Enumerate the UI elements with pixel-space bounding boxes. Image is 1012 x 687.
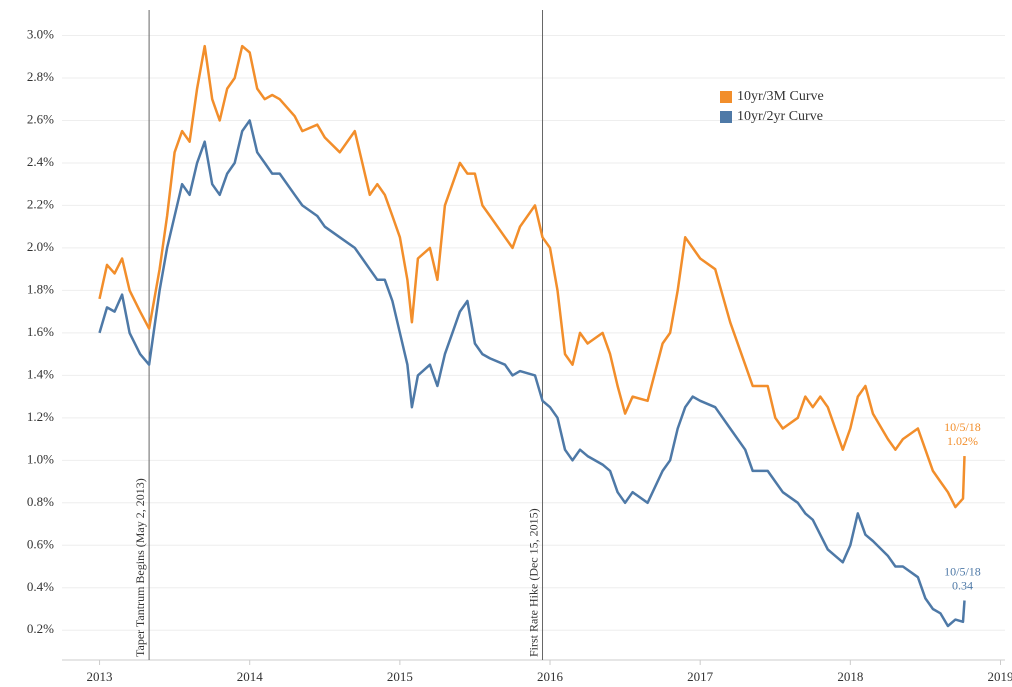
event-label: Taper Tantrum Begins (May 2, 2013) xyxy=(133,478,147,657)
x-tick-label: 2018 xyxy=(837,669,863,684)
end-label-value: 1.02% xyxy=(947,434,978,448)
y-tick-label: 0.4% xyxy=(27,579,54,594)
y-tick-label: 2.6% xyxy=(27,111,54,126)
y-tick-label: 2.0% xyxy=(27,239,54,254)
end-label-value: 0.34 xyxy=(952,578,973,592)
y-tick-label: 1.4% xyxy=(27,366,54,381)
legend-swatch xyxy=(720,91,732,103)
y-tick-label: 0.2% xyxy=(27,621,54,636)
y-tick-label: 1.6% xyxy=(27,324,54,339)
end-label-date: 10/5/18 xyxy=(944,420,981,434)
y-tick-label: 1.2% xyxy=(27,409,54,424)
y-tick-label: 3.0% xyxy=(27,26,54,41)
y-tick-label: 2.2% xyxy=(27,196,54,211)
y-tick-label: 2.8% xyxy=(27,69,54,84)
x-tick-label: 2016 xyxy=(537,669,564,684)
y-tick-label: 0.6% xyxy=(27,536,54,551)
x-tick-label: 2017 xyxy=(687,669,714,684)
y-tick-label: 0.8% xyxy=(27,494,54,509)
x-tick-label: 2015 xyxy=(387,669,413,684)
y-tick-label: 2.4% xyxy=(27,154,54,169)
end-label-date: 10/5/18 xyxy=(944,564,981,578)
y-tick-label: 1.8% xyxy=(27,281,54,296)
legend-label: 10yr/2yr Curve xyxy=(737,109,823,124)
legend-label: 10yr/3M Curve xyxy=(737,89,824,104)
series-line xyxy=(98,44,966,509)
series-line xyxy=(98,119,966,628)
x-tick-label: 2013 xyxy=(87,669,113,684)
legend-swatch xyxy=(720,111,732,123)
y-tick-label: 1.0% xyxy=(27,451,54,466)
x-tick-label: 2019 xyxy=(987,669,1012,684)
x-tick-label: 2014 xyxy=(237,669,264,684)
event-label: First Rate Hike (Dec 15, 2015) xyxy=(526,508,540,657)
